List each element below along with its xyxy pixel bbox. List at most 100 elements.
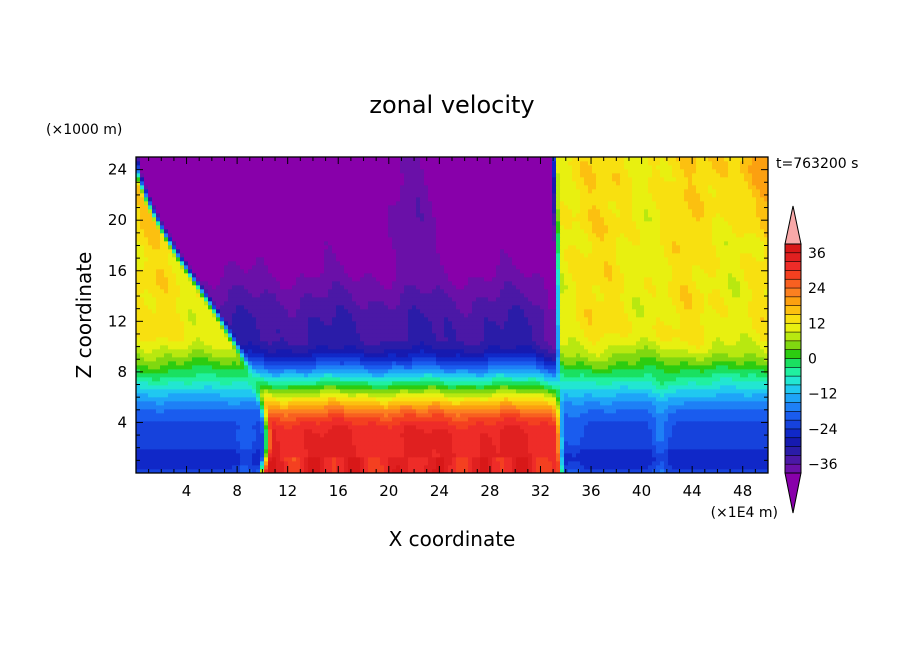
contour-cell (328, 417, 333, 422)
contour-cell (464, 421, 469, 426)
contour-cell (328, 457, 333, 462)
contour-cell (648, 421, 653, 426)
contour-cell (516, 445, 521, 450)
contour-cell (752, 457, 757, 462)
contour-cell (296, 457, 301, 462)
contour-cell (288, 373, 293, 378)
contour-cell (464, 353, 469, 358)
contour-cell (632, 429, 637, 434)
contour-cell (456, 441, 461, 446)
contour-cell (412, 385, 417, 390)
contour-cell (360, 433, 365, 438)
contour-cell (176, 345, 181, 350)
contour-cell (732, 353, 737, 358)
contour-cell (320, 425, 325, 430)
contour-cell (168, 397, 173, 402)
contour-cell (200, 377, 205, 382)
contour-cell (632, 405, 637, 410)
contour-cell (156, 441, 161, 446)
contour-cell (604, 445, 609, 450)
contour-cell (176, 357, 181, 362)
contour-cell (532, 429, 537, 434)
contour-cell (588, 449, 593, 454)
contour-cell (444, 425, 449, 430)
contour-cell (664, 425, 669, 430)
contour-cell (136, 453, 141, 458)
contour-cell (644, 361, 649, 366)
contour-cell (444, 349, 449, 354)
contour-cell (576, 397, 581, 402)
contour-cell (184, 457, 189, 462)
contour-cell (676, 433, 681, 438)
contour-cell (372, 469, 377, 473)
contour-cell (756, 469, 761, 473)
contour-cell (624, 369, 629, 374)
contour-cell (512, 469, 517, 473)
contour-cell (208, 377, 213, 382)
contour-cell (308, 465, 313, 470)
contour-cell (440, 449, 445, 454)
contour-cell (484, 373, 489, 378)
contour-cell (296, 413, 301, 418)
contour-cell (728, 393, 733, 398)
plot-area (136, 157, 768, 473)
contour-cell (688, 389, 693, 394)
contour-cell (368, 381, 373, 386)
contour-cell (492, 433, 497, 438)
contour-cell (264, 433, 269, 438)
contour-cell (392, 457, 397, 462)
contour-cell (748, 421, 753, 426)
contour-cell (240, 413, 245, 418)
contour-cell (688, 413, 693, 418)
contour-cell (592, 409, 597, 414)
contour-cell (416, 385, 421, 390)
contour-cell (512, 433, 517, 438)
contour-cell (608, 437, 613, 442)
contour-cell (212, 457, 217, 462)
contour-cell (760, 357, 765, 362)
contour-cell (244, 445, 249, 450)
contour-cell (340, 409, 345, 414)
contour-cell (240, 381, 245, 386)
contour-cell (488, 385, 493, 390)
contour-cell (528, 453, 533, 458)
contour-cell (624, 381, 629, 386)
contour-cell (660, 393, 665, 398)
contour-cell (568, 445, 573, 450)
contour-cell (144, 389, 149, 394)
contour-cell (316, 381, 321, 386)
contour-cell (548, 437, 553, 442)
contour-cell (168, 389, 173, 394)
contour-cell (192, 409, 197, 414)
contour-cell (480, 377, 485, 382)
contour-cell (360, 425, 365, 430)
contour-cell (608, 401, 613, 406)
contour-cell (208, 393, 213, 398)
contour-cell (720, 393, 725, 398)
contour-cell (196, 357, 201, 362)
contour-cell (652, 409, 657, 414)
contour-cell (584, 357, 589, 362)
contour-cell (408, 349, 413, 354)
contour-cell (524, 417, 529, 422)
contour-cell (140, 397, 145, 402)
contour-cell (504, 349, 509, 354)
contour-cell (188, 409, 193, 414)
contour-cell (400, 349, 405, 354)
contour-cell (296, 365, 301, 370)
contour-cell (436, 425, 441, 430)
contour-cell (328, 349, 333, 354)
contour-cell (264, 389, 269, 394)
contour-cell (668, 417, 673, 422)
contour-cell (320, 429, 325, 434)
contour-cell (544, 457, 549, 462)
contour-cell (624, 385, 629, 390)
contour-cell (664, 361, 669, 366)
contour-cell (600, 445, 605, 450)
contour-cell (456, 469, 461, 473)
contour-cell (740, 437, 745, 442)
contour-cell (748, 405, 753, 410)
contour-cell (444, 377, 449, 382)
contour-cell (464, 385, 469, 390)
contour-cell (584, 401, 589, 406)
